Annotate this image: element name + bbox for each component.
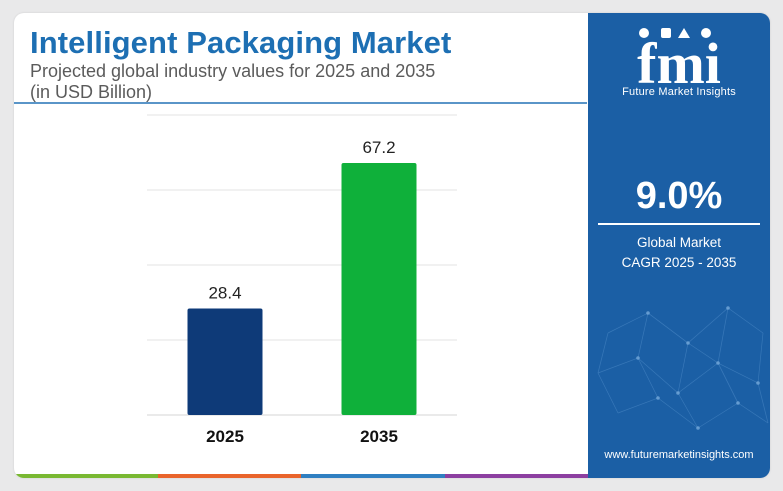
chart-subtitle: Projected global industry values for 202… (30, 61, 500, 103)
subtitle-line-1: Projected global industry values for 202… (30, 61, 436, 81)
bar-2035 (341, 163, 417, 415)
strip-blue (301, 474, 445, 478)
logo-subtext: Future Market Insights (622, 86, 736, 98)
bar-chart: 28.4 2025 67.2 2035 (147, 114, 457, 446)
chart-title: Intelligent Packaging Market (30, 25, 452, 60)
cagr-label: Global Market CAGR 2025 - 2035 (588, 233, 770, 273)
cagr-label-line-2: CAGR 2025 - 2035 (621, 255, 737, 270)
bottom-color-strip (14, 474, 588, 478)
subtitle-line-2: (in USD Billion) (30, 82, 153, 102)
data-label-2035: 67.2 (362, 138, 395, 157)
network-background (597, 306, 769, 430)
strip-orange (157, 474, 301, 478)
strip-green (14, 474, 158, 478)
bar-2025 (187, 308, 263, 415)
cagr-value: 9.0% (635, 175, 723, 217)
right-panel: fmi Future Market Insights 9.0% Global M… (588, 13, 770, 478)
website-link[interactable]: www.futuremarketinsights.com (604, 449, 754, 461)
title-divider (14, 102, 587, 104)
cagr-label-line-1: Global Market (636, 235, 722, 250)
fmi-logo: fmi (637, 28, 721, 96)
logo-icons (639, 28, 711, 38)
x-tick-label-2025: 2025 (206, 427, 244, 446)
data-label-2025: 28.4 (208, 284, 241, 303)
cagr-divider (598, 223, 760, 225)
strip-purple (444, 474, 588, 478)
infographic-card: Intelligent Packaging Market Projected g… (14, 13, 770, 478)
logo-text: fmi (637, 31, 721, 96)
x-tick-label-2035: 2035 (360, 427, 398, 446)
